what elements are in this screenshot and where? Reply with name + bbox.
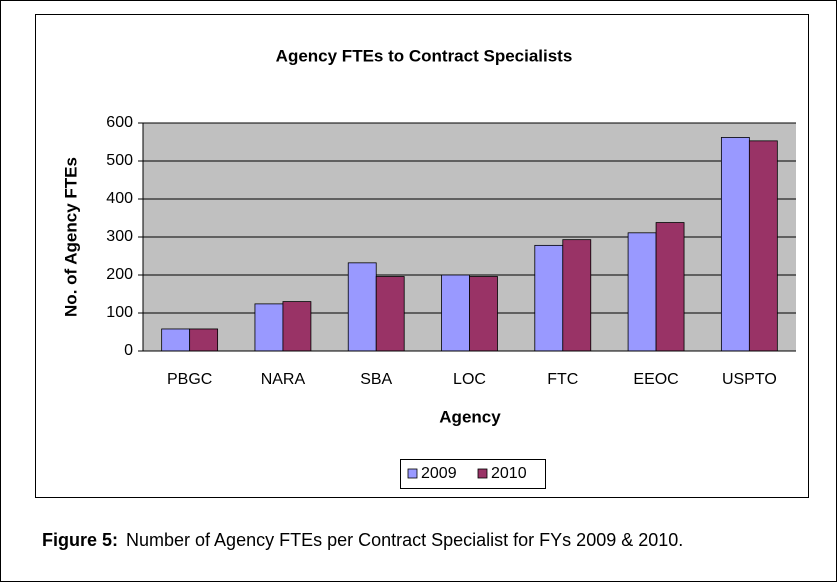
bar <box>720 137 750 352</box>
y-tick-label: 100 <box>106 304 133 321</box>
x-tick-label: FTC <box>547 371 578 388</box>
bar <box>347 262 377 352</box>
legend-swatch <box>407 468 418 479</box>
bar <box>469 276 498 352</box>
x-tick-label: EEOC <box>633 371 678 388</box>
bar <box>748 140 778 352</box>
y-tick-label: 200 <box>106 266 133 283</box>
legend-swatch <box>477 468 488 479</box>
x-tick-label: NARA <box>261 371 306 388</box>
x-tick-label: LOC <box>453 371 486 388</box>
y-tick-label: 600 <box>106 114 133 131</box>
bar <box>441 274 470 352</box>
bar <box>254 303 284 352</box>
bar <box>161 328 191 352</box>
bar <box>627 232 657 352</box>
bar <box>562 239 592 352</box>
x-axis-label: Agency <box>439 407 501 426</box>
caption: Figure 5: Number of Agency FTEs per Contr… <box>42 530 683 550</box>
bar <box>534 244 564 352</box>
legend-label: 2010 <box>491 465 527 482</box>
caption-label: Figure 5: <box>42 530 118 550</box>
x-tick-label: USPTO <box>722 371 777 388</box>
x-tick-label: SBA <box>360 371 392 388</box>
bar <box>189 328 219 352</box>
bar <box>375 276 405 352</box>
bar <box>282 301 312 352</box>
caption-text: Number of Agency FTEs per Contract Speci… <box>126 530 683 550</box>
y-axis-label: No. of Agency FTEs <box>61 157 80 317</box>
bar <box>655 222 685 352</box>
x-tick-label: PBGC <box>167 371 212 388</box>
y-tick-label: 500 <box>106 152 133 169</box>
chart-title: Agency FTEs to Contract Specialists <box>276 46 573 65</box>
y-tick-label: 300 <box>106 228 133 245</box>
legend-label: 2009 <box>421 465 457 482</box>
y-tick-label: 0 <box>124 342 133 359</box>
legend-box <box>400 459 546 489</box>
y-tick-label: 400 <box>106 190 133 207</box>
